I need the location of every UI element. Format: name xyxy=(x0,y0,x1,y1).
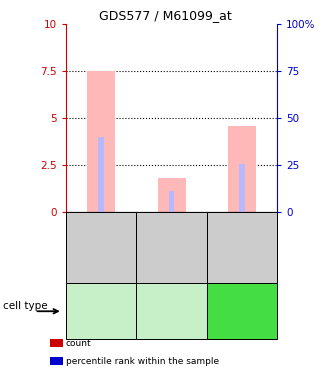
Text: ECL
carcinoid: ECL carcinoid xyxy=(221,302,263,321)
Text: GDS577 / M61099_at: GDS577 / M61099_at xyxy=(99,9,231,22)
Bar xyxy=(157,178,186,212)
Text: count: count xyxy=(66,339,92,348)
Text: ECL cell 16 w
loxtidine: ECL cell 16 w loxtidine xyxy=(142,302,202,321)
Bar xyxy=(87,71,115,212)
Bar xyxy=(228,126,256,212)
Bar xyxy=(239,164,245,212)
Text: ECL cell 8 w
loxtidine: ECL cell 8 w loxtidine xyxy=(74,302,128,321)
Bar xyxy=(98,137,104,212)
Text: GSM14842: GSM14842 xyxy=(167,223,176,272)
Text: cell type: cell type xyxy=(3,302,48,311)
Text: GSM14843: GSM14843 xyxy=(238,223,247,272)
Bar xyxy=(169,191,175,212)
Text: percentile rank within the sample: percentile rank within the sample xyxy=(66,357,219,366)
Text: GSM14841: GSM14841 xyxy=(97,223,106,272)
